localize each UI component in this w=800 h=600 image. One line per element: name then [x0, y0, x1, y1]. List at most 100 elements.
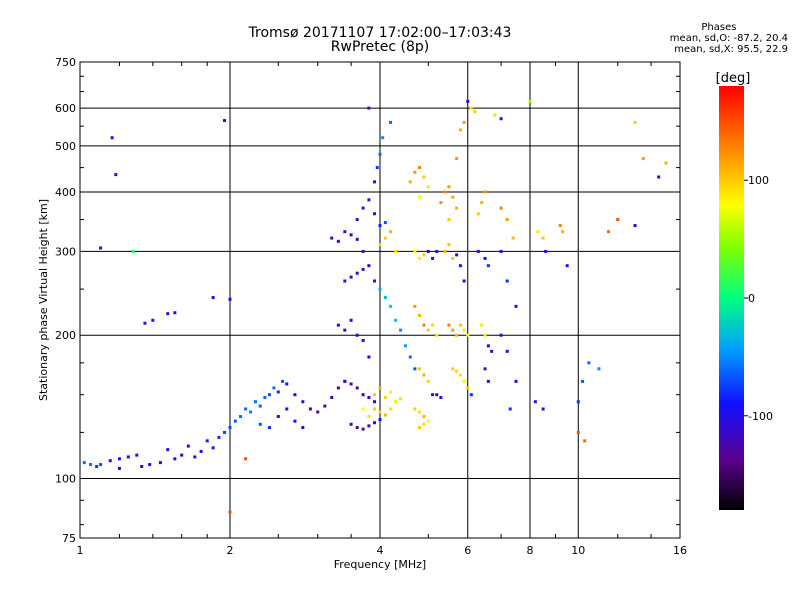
data-point: [499, 117, 503, 121]
data-point: [180, 453, 184, 457]
data-point: [462, 328, 466, 332]
data-point: [476, 212, 480, 216]
data-point: [435, 393, 439, 397]
data-point: [493, 113, 497, 117]
data-point: [383, 296, 387, 300]
data-point: [114, 173, 118, 177]
data-point: [486, 344, 490, 348]
data-point: [389, 304, 393, 308]
data-point: [258, 422, 262, 426]
data-point: [343, 230, 347, 234]
y-tick-label: 500: [55, 140, 76, 153]
data-point: [505, 279, 509, 283]
x-tick-label: 8: [527, 544, 534, 557]
data-point: [483, 256, 487, 260]
data-point: [110, 136, 114, 140]
data-point: [435, 249, 439, 253]
data-point: [228, 297, 232, 301]
x-tick-label: 1: [77, 544, 84, 557]
data-point: [417, 410, 421, 414]
data-point: [399, 397, 403, 401]
data-point: [249, 410, 253, 414]
data-point: [483, 333, 487, 337]
data-point: [455, 253, 459, 257]
data-point: [151, 318, 155, 322]
data-point: [143, 321, 147, 325]
data-point: [462, 379, 466, 383]
data-point: [514, 304, 518, 308]
data-point: [276, 390, 280, 394]
data-point: [301, 400, 305, 404]
colorbar-tick-label: 100: [748, 174, 769, 187]
data-point: [417, 166, 421, 170]
data-point: [373, 393, 377, 397]
data-point: [458, 128, 462, 132]
data-point: [361, 206, 365, 210]
data-point: [355, 218, 359, 222]
data-point: [544, 249, 548, 253]
data-point: [597, 367, 601, 371]
data-point: [443, 190, 447, 194]
data-point: [455, 333, 459, 337]
data-point: [389, 407, 393, 411]
stats-heading: Phases: [701, 22, 737, 33]
data-point: [343, 328, 347, 332]
data-point: [367, 198, 371, 202]
data-point: [426, 379, 430, 383]
data-point: [82, 461, 86, 465]
data-point: [373, 400, 377, 404]
data-point: [166, 312, 170, 316]
data-point: [499, 206, 503, 210]
data-point: [587, 361, 591, 365]
data-point: [394, 318, 398, 322]
data-point: [576, 400, 580, 404]
data-point: [451, 256, 455, 260]
data-point: [349, 275, 353, 279]
data-point: [378, 418, 382, 422]
data-point: [355, 237, 359, 241]
data-point: [381, 136, 385, 140]
data-point: [466, 99, 470, 103]
data-point: [135, 453, 139, 457]
data-point: [373, 180, 377, 184]
data-point: [223, 430, 227, 434]
data-point: [431, 323, 435, 327]
data-point: [417, 256, 421, 260]
data-point: [117, 466, 121, 470]
data-point: [458, 264, 462, 268]
data-point: [228, 425, 232, 429]
data-point: [373, 279, 377, 283]
data-point: [355, 271, 359, 275]
colorbar: [719, 86, 744, 510]
data-point: [466, 333, 470, 337]
data-point: [422, 323, 426, 327]
data-point: [455, 369, 459, 373]
data-points: [82, 99, 668, 514]
data-point: [499, 333, 503, 337]
data-point: [447, 243, 451, 247]
data-point: [426, 249, 430, 253]
data-point: [490, 349, 494, 353]
y-tick-label: 100: [55, 473, 76, 486]
data-point: [576, 430, 580, 434]
data-point: [462, 120, 466, 124]
grid-lines: [80, 62, 680, 538]
data-point: [205, 439, 209, 443]
data-point: [451, 328, 455, 332]
data-point: [285, 382, 289, 386]
data-point: [422, 422, 426, 426]
data-point: [158, 461, 162, 465]
data-point: [383, 221, 387, 225]
data-point: [267, 425, 271, 429]
data-point: [383, 413, 387, 417]
data-point: [451, 367, 455, 371]
data-point: [462, 279, 466, 283]
data-point: [367, 414, 371, 418]
data-point: [616, 218, 620, 222]
data-point: [316, 410, 320, 414]
y-tick-label: 75: [62, 532, 76, 545]
data-point: [422, 253, 426, 257]
data-point: [361, 407, 365, 411]
data-point: [403, 344, 407, 348]
